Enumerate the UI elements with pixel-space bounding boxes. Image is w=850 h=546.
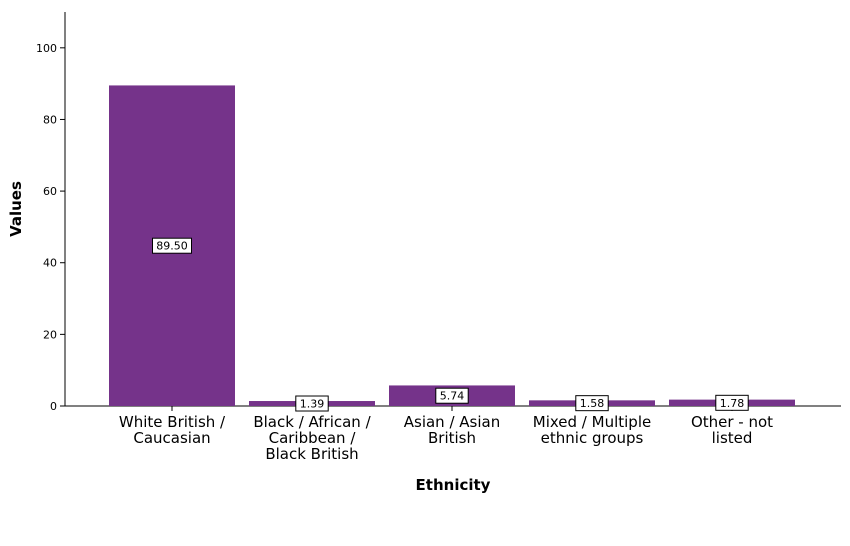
y-tick-label: 40 xyxy=(43,257,57,270)
y-tick-label: 100 xyxy=(36,42,57,55)
x-tick-label: White British / Caucasian xyxy=(119,413,226,447)
bars xyxy=(109,85,795,406)
x-tick-label: Black / African / Caribbean / Black Britis… xyxy=(253,413,371,463)
x-axis-title: Ethnicity xyxy=(416,476,491,494)
y-tick-label: 0 xyxy=(50,400,57,413)
category-labels: White British / Caucasian Black / African … xyxy=(119,413,773,463)
data-label-text: 1.58 xyxy=(580,397,605,410)
data-label-box xyxy=(715,394,749,411)
data-label: 89.50 xyxy=(152,237,192,254)
x-tick-label: Other - not listed xyxy=(691,413,773,447)
y-axis-title: Values xyxy=(7,181,25,237)
data-label-text: 1.39 xyxy=(300,398,325,411)
y-tick-label: 20 xyxy=(43,328,57,341)
data-label-text: 5.74 xyxy=(440,390,465,403)
data-label: 1.58 xyxy=(575,395,609,412)
data-labels: 89.50 1.39 5.74 1.58 1.78 xyxy=(152,237,749,412)
data-label-box xyxy=(435,387,469,404)
data-label: 1.39 xyxy=(295,395,329,412)
y-tick-label: 60 xyxy=(43,185,57,198)
data-label-text: 1.78 xyxy=(720,397,745,410)
data-label-box xyxy=(575,395,609,412)
data-label-text: 89.50 xyxy=(156,240,188,253)
x-tick-label: Mixed / Multiple ethnic groups xyxy=(533,413,651,447)
data-label-box xyxy=(295,395,329,412)
data-label-box xyxy=(152,237,192,254)
y-tick-label: 80 xyxy=(43,113,57,126)
data-label: 1.78 xyxy=(715,394,749,411)
x-tick-label: Asian / Asian British xyxy=(404,413,500,447)
y-axis: 0 20 40 60 80 100 xyxy=(36,12,66,413)
data-label: 5.74 xyxy=(435,387,469,404)
